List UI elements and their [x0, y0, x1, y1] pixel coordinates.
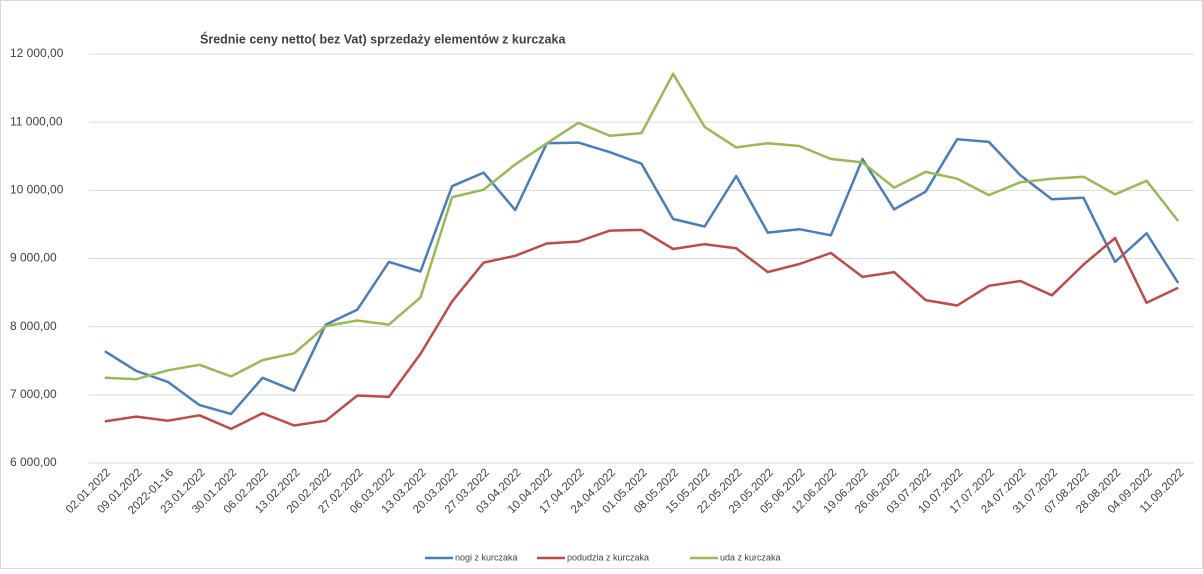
y-tick-label: 11 000,00 [10, 114, 63, 128]
chart-title: Średnie ceny netto( bez Vat) sprzedaży e… [200, 31, 566, 46]
series-line [104, 228, 1179, 431]
series-line [104, 137, 1180, 416]
y-tick-label: 8 000,00 [10, 319, 57, 333]
legend-label: uda z kurczaka [720, 552, 781, 562]
legend-label: podudzia z kurczaka [567, 552, 649, 562]
y-tick-label: 6 000,00 [10, 455, 57, 469]
series-line [104, 72, 1180, 381]
y-tick-label: 12 000,00 [10, 46, 64, 60]
y-tick-label: 7 000,00 [10, 387, 57, 401]
y-tick-label: 10 000,00 [10, 183, 64, 197]
legend-label: nogi z kurczaka [455, 552, 518, 562]
y-tick-label: 9 000,00 [10, 251, 57, 265]
